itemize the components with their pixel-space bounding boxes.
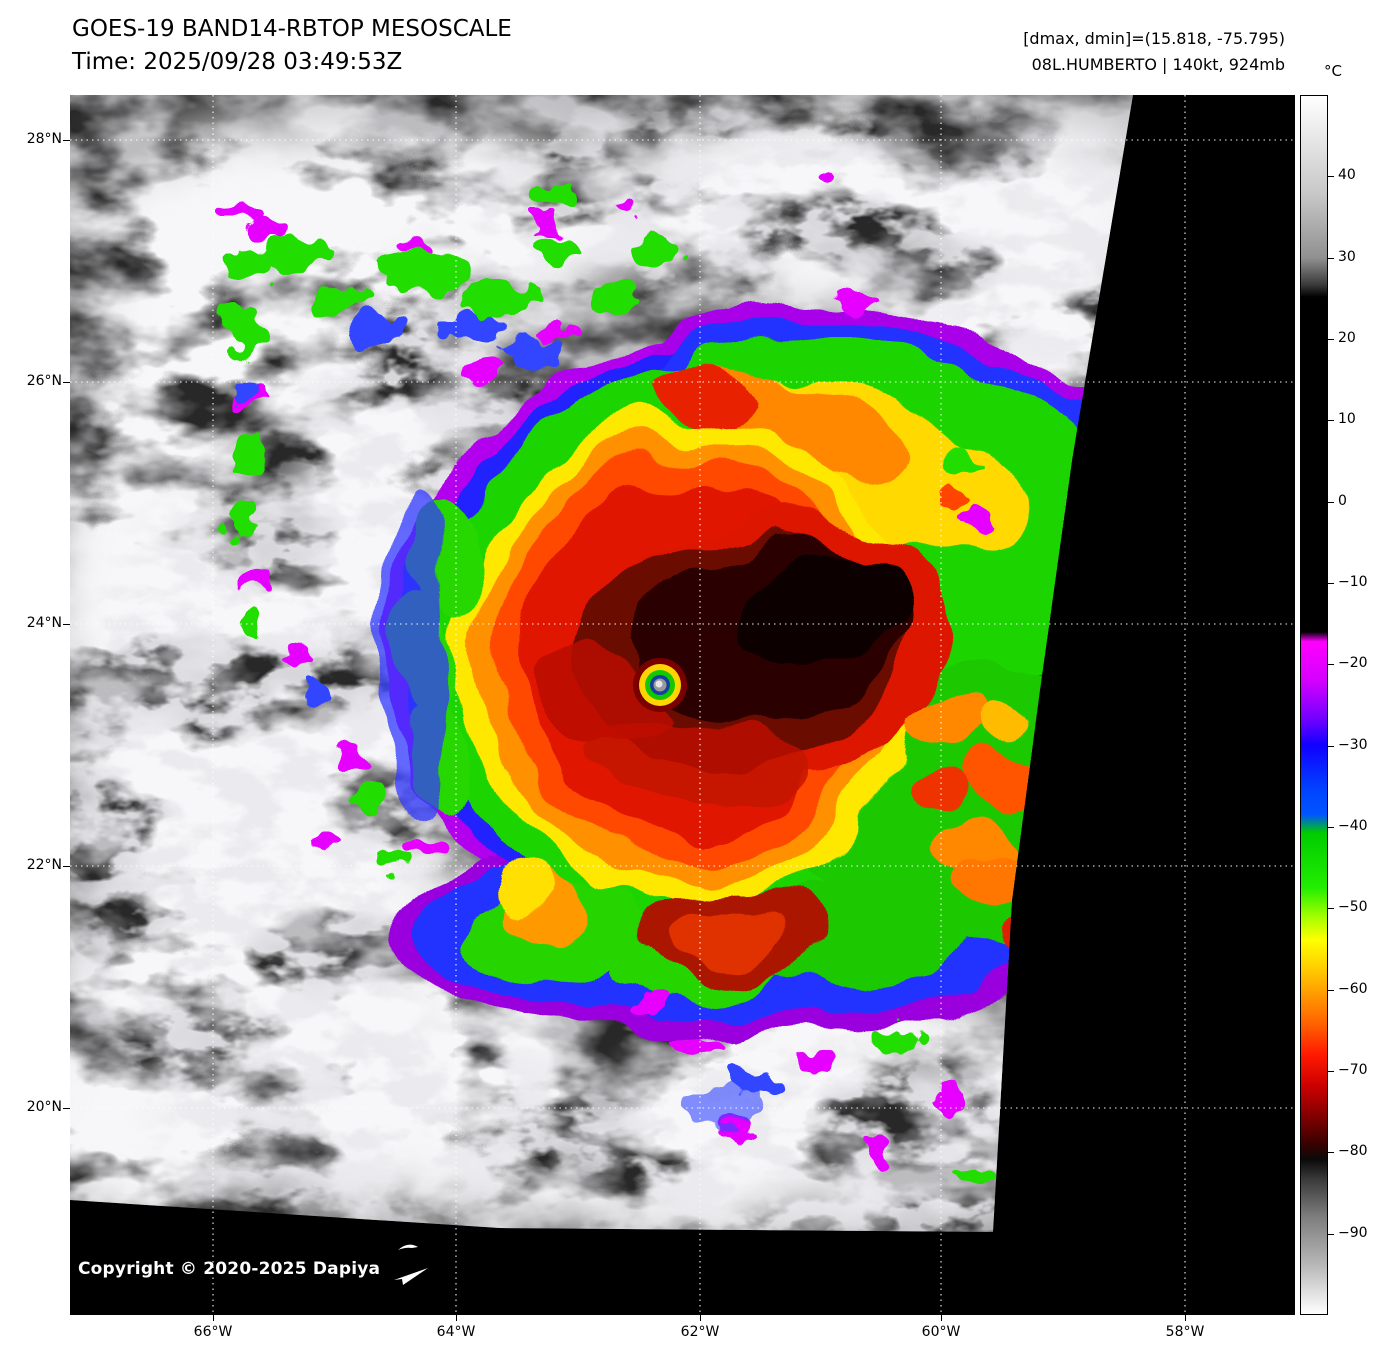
dmax-dmin-annotation: [dmax, dmin]=(15.818, -75.795) <box>1023 29 1285 48</box>
cold-pixel-speckles <box>222 172 997 1190</box>
watermark-icon <box>394 1244 428 1285</box>
lon-label-58w: 58°W <box>1165 1324 1205 1340</box>
lon-label-60w: 60°W <box>921 1324 961 1340</box>
lat-tick <box>63 1108 70 1109</box>
lon-tick <box>700 1315 701 1321</box>
colorbar-tick-40: 40 <box>1328 167 1356 183</box>
colorbar-tick-0: 0 <box>1328 493 1347 509</box>
satellite-scene <box>70 95 1295 1315</box>
lon-label-64w: 64°W <box>436 1324 476 1340</box>
colorbar-tick-m20: −20 <box>1328 655 1368 671</box>
colorbar-tick-10: 10 <box>1328 411 1356 427</box>
lat-tick <box>63 624 70 625</box>
colorbar-tick-m90: −90 <box>1328 1225 1368 1241</box>
colorbar-tick-30: 30 <box>1328 249 1356 265</box>
storm-annotation: 08L.HUMBERTO | 140kt, 924mb <box>1031 55 1285 74</box>
colorbar-tick-m50: −50 <box>1328 899 1368 915</box>
lat-tick <box>63 140 70 141</box>
lat-label-26n: 26°N <box>26 373 62 389</box>
satellite-image: Copyright © 2020-2025 Dapiya <box>70 95 1295 1315</box>
scan-region <box>70 95 1133 1232</box>
lon-label-66w: 66°W <box>193 1324 233 1340</box>
figure-timestamp: Time: 2025/09/28 03:49:53Z <box>72 49 403 75</box>
colorbar-unit-label: °C <box>1324 62 1342 80</box>
lat-label-24n: 24°N <box>26 615 62 631</box>
colorbar-tick-m60: −60 <box>1328 981 1368 997</box>
colorbar-tick-m40: −40 <box>1328 818 1368 834</box>
lat-label-22n: 22°N <box>26 857 62 873</box>
lon-tick <box>456 1315 457 1321</box>
lon-tick <box>213 1315 214 1321</box>
colorbar-tick-20: 20 <box>1328 330 1356 346</box>
lat-tick <box>63 382 70 383</box>
colorbar-tick-m30: −30 <box>1328 737 1368 753</box>
lat-tick <box>63 866 70 867</box>
colorbar-tick-m80: −80 <box>1328 1143 1368 1159</box>
lon-label-62w: 62°W <box>680 1324 720 1340</box>
colorbar-tick-m10: −10 <box>1328 574 1368 590</box>
figure-title: GOES-19 BAND14-RBTOP MESOSCALE <box>72 16 512 42</box>
copyright-label: Copyright © 2020-2025 Dapiya <box>78 1259 381 1279</box>
lat-label-20n: 20°N <box>26 1099 62 1115</box>
colorbar <box>1300 95 1328 1315</box>
lon-tick <box>941 1315 942 1321</box>
lat-label-28n: 28°N <box>26 131 62 147</box>
gridlines <box>70 95 1295 1315</box>
lon-tick <box>1185 1315 1186 1321</box>
hurricane-eye <box>633 658 687 712</box>
colorbar-tick-m70: −70 <box>1328 1062 1368 1078</box>
